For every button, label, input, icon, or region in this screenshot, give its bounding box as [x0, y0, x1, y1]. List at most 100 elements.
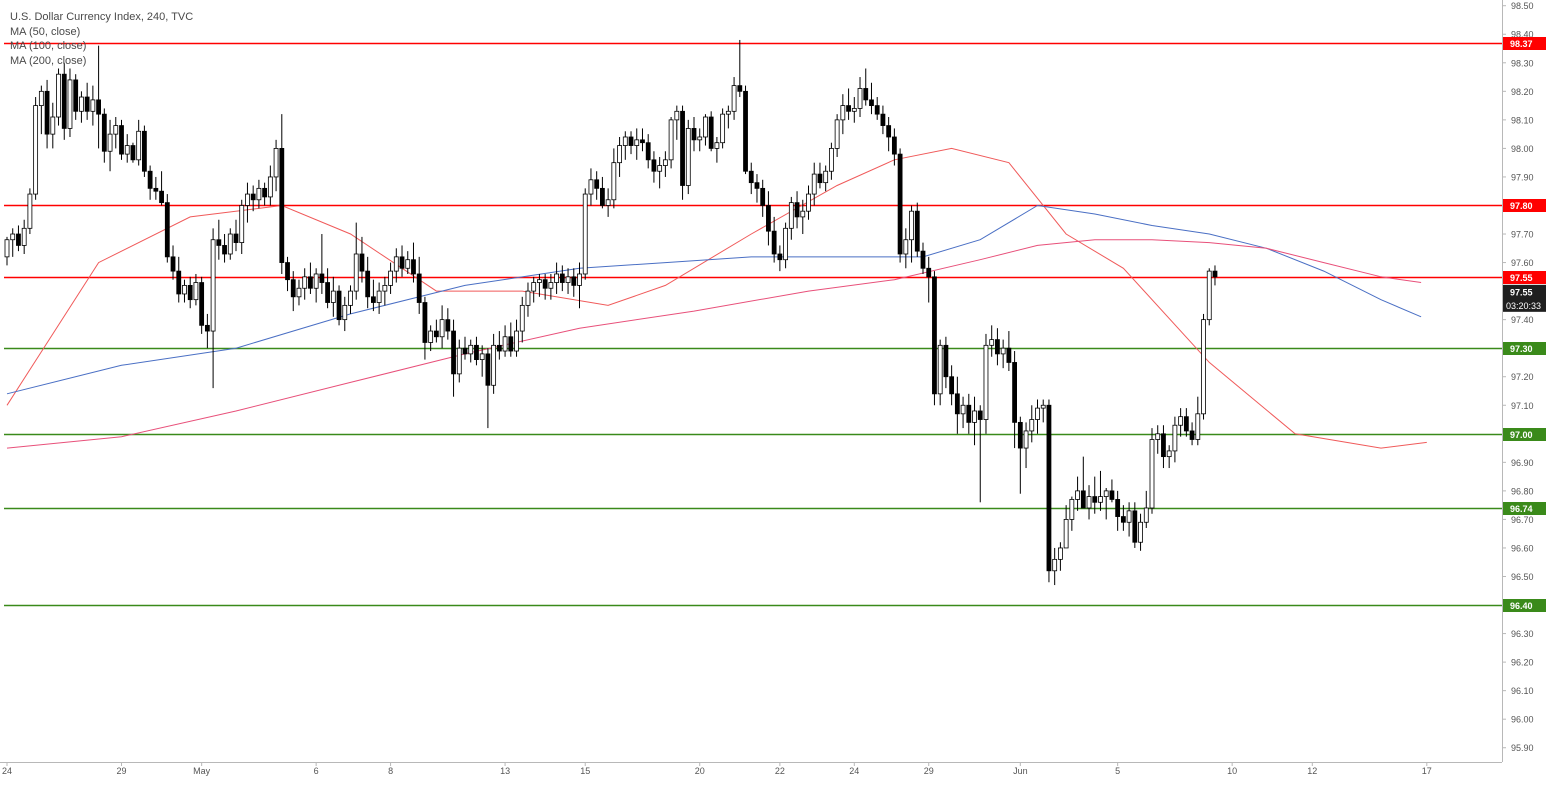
- candle-down: [949, 365, 955, 406]
- candle-down: [445, 308, 451, 340]
- candle-down: [943, 336, 949, 389]
- chart-title: U.S. Dollar Currency Index, 240, TVC: [10, 11, 194, 23]
- candle-body: [954, 393, 960, 415]
- candle-down: [365, 256, 371, 309]
- candle-down: [285, 256, 290, 292]
- candle-body: [897, 153, 903, 255]
- candle-down: [485, 348, 491, 429]
- candle-body: [302, 276, 308, 289]
- level-label: 97.00: [1510, 430, 1533, 440]
- x-tick-label: Jun: [1013, 766, 1028, 776]
- candle-body: [1109, 490, 1115, 500]
- candle-body: [468, 344, 474, 355]
- candle-body: [44, 90, 50, 135]
- candle-down: [187, 276, 193, 309]
- candle-up: [857, 77, 863, 118]
- candle-body: [73, 79, 79, 112]
- chart-legend: U.S. Dollar Currency Index, 240, TVC MA …: [10, 10, 193, 68]
- candle-body: [411, 259, 416, 275]
- y-tick-label: 98.00: [1511, 144, 1534, 154]
- candle-up: [90, 85, 96, 126]
- candle-down: [1161, 425, 1166, 469]
- candle-up: [519, 296, 525, 343]
- candle-up: [388, 262, 393, 294]
- candle-up: [697, 128, 703, 152]
- candle-up: [21, 219, 27, 254]
- candle-up: [783, 222, 788, 269]
- candle-up: [983, 333, 989, 434]
- candle-body: [370, 296, 376, 303]
- candle-body: [250, 193, 256, 201]
- candle-down: [708, 111, 714, 152]
- candle-down: [651, 151, 657, 183]
- candle-body: [725, 110, 731, 115]
- candle-body: [388, 270, 393, 286]
- candle-body: [685, 128, 691, 186]
- candle-body: [1172, 424, 1178, 452]
- candle-up: [1166, 445, 1172, 469]
- candle-body: [857, 88, 863, 109]
- candle-body: [571, 276, 577, 286]
- candle-body: [38, 90, 44, 106]
- candle-body: [113, 125, 119, 135]
- x-tick-label: May: [193, 766, 211, 776]
- candle-up: [1155, 425, 1161, 454]
- candle-up: [313, 268, 319, 303]
- candle-up: [554, 262, 559, 294]
- candle-down: [359, 236, 365, 283]
- x-tick-label: 24: [849, 766, 859, 776]
- candle-up: [1000, 339, 1006, 369]
- candle-body: [966, 404, 972, 423]
- candle-up: [227, 228, 233, 260]
- candle-down: [1046, 399, 1052, 583]
- candle-body: [869, 99, 874, 106]
- candle-body: [525, 290, 531, 306]
- candle-body: [960, 404, 966, 415]
- candle-down: [119, 119, 124, 160]
- x-tick-label: 17: [1422, 766, 1432, 776]
- y-tick-label: 97.40: [1511, 315, 1534, 325]
- candle-down: [559, 265, 565, 292]
- candle-up: [1069, 496, 1075, 531]
- candle-body: [1040, 404, 1046, 409]
- candle-body: [559, 273, 565, 283]
- candle-down: [891, 128, 897, 166]
- legend-ma50: MA (50, close): [10, 25, 81, 38]
- candle-down: [640, 128, 645, 152]
- candle-up: [1029, 405, 1035, 443]
- candle-up: [903, 228, 909, 269]
- candle-body: [1155, 433, 1161, 440]
- candle-up: [182, 279, 187, 303]
- candle-down: [204, 313, 210, 349]
- candle-up: [714, 136, 720, 163]
- candle-down: [308, 262, 313, 294]
- candle-body: [399, 256, 405, 269]
- candle-down: [748, 162, 754, 195]
- candle-down: [1120, 505, 1126, 531]
- candle-down: [846, 88, 851, 120]
- x-tick-label: 13: [500, 766, 510, 776]
- candle-up: [1149, 428, 1155, 514]
- candle-body: [783, 227, 788, 261]
- candle-body: [1149, 439, 1155, 509]
- candle-body: [107, 133, 113, 152]
- candle-down: [170, 245, 176, 280]
- candle-down: [96, 45, 101, 149]
- candle-down: [874, 97, 880, 120]
- candle-body: [445, 319, 451, 332]
- candle-up: [834, 114, 840, 157]
- candle-down: [600, 176, 605, 209]
- candle-up: [588, 168, 594, 206]
- ma-line-ma50: [6, 147, 1427, 449]
- candle-body: [605, 199, 611, 206]
- candle-body: [210, 239, 216, 332]
- candle-body: [1206, 270, 1212, 321]
- candle-up: [703, 114, 708, 146]
- candle-body: [422, 302, 428, 343]
- candle-body: [1017, 421, 1023, 449]
- candle-down: [61, 62, 67, 140]
- candle-body: [508, 336, 514, 352]
- x-tick-label: 15: [580, 766, 590, 776]
